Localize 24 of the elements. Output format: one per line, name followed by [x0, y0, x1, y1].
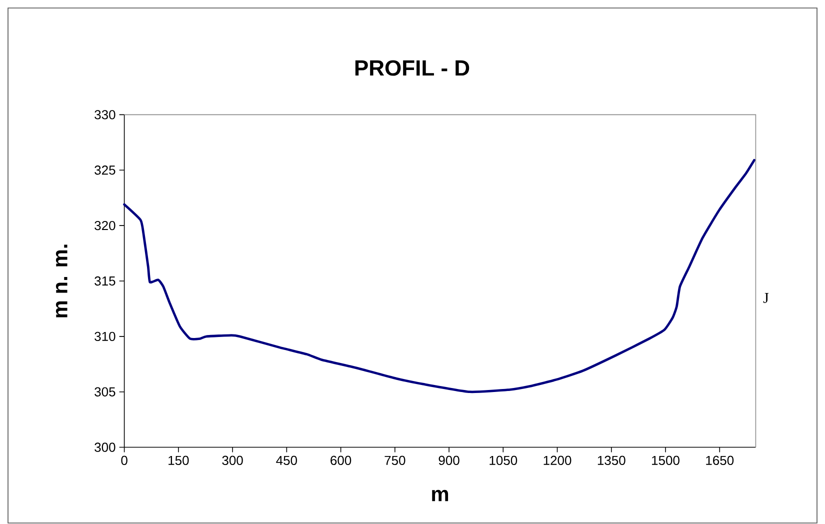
y-tick-label: 315	[94, 276, 116, 286]
line-series	[123, 158, 756, 394]
y-axis-title: m n. m.	[56, 244, 68, 318]
x-tick-label: 900	[438, 456, 460, 466]
y-tick-label: 320	[94, 220, 116, 230]
x-tick-label: 1050	[490, 456, 518, 466]
y-tick-label: 330	[94, 110, 116, 120]
chart-title: PROFIL - D	[355, 60, 470, 76]
x-tick-label: 1350	[598, 456, 626, 466]
x-tick-label: 450	[276, 456, 297, 466]
x-tick-label: 0	[121, 456, 128, 466]
y-tick-label: 300	[94, 442, 116, 452]
x-tick-label: 1500	[652, 456, 680, 466]
x-tick-label: 150	[168, 456, 189, 466]
y-tick-label: 305	[94, 387, 116, 396]
x-tick-label: 1650	[706, 456, 734, 466]
text: J	[763, 292, 769, 303]
x-tick-label: 750	[384, 456, 406, 466]
x-tick-label: 300	[222, 456, 243, 466]
x-tick-label: 1200	[544, 456, 572, 466]
x-axis-title: m	[432, 490, 448, 502]
y-tick-label: 310	[94, 332, 116, 342]
x-tick-label: 600	[330, 456, 352, 466]
y-tick-label: 325	[94, 166, 116, 175]
